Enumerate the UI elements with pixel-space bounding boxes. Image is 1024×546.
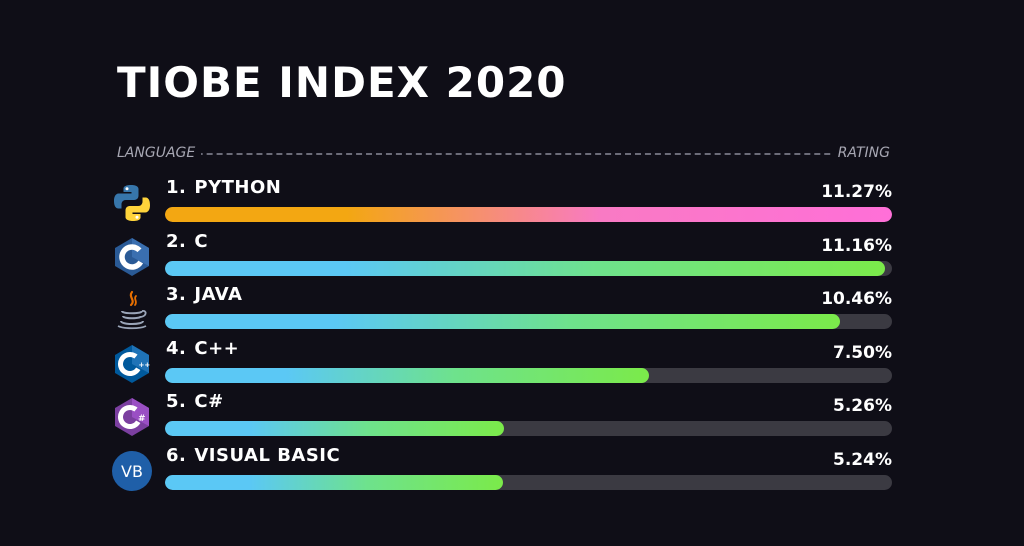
language-name: C# [194,391,224,412]
rating-value: 10.46% [821,289,892,309]
bar-fill [165,207,892,222]
python-icon [114,185,150,221]
bar-label: 4. C++ [166,338,239,360]
column-header-row: LANGUAGE RATING [117,143,890,163]
bar-track [165,474,892,490]
bar-track [165,260,892,276]
rating-value: 11.27% [821,182,892,202]
bar-row-visual-basic: VB 6. VISUAL BASIC 5.24% [110,442,892,496]
language-name: PYTHON [194,177,282,198]
rank-number: 3. [166,284,187,305]
rank-number: 4. [166,337,187,359]
bar-track [165,421,892,436]
bar-fill [165,474,504,490]
bar-fill [165,314,840,329]
visual-basic-icon: VB [112,450,152,491]
rating-value: 5.26% [833,396,892,416]
language-name: JAVA [194,284,243,305]
cpp-icon: ++ [115,344,151,383]
java-icon [117,290,147,330]
bar-row-cpp: ++ 4. C++ 7.50% [110,335,892,389]
bar-row-c: 2. C 11.16% [110,228,892,282]
language-column-header: LANGUAGE [117,143,202,163]
svg-text:#: # [138,414,146,424]
bar-fill [165,421,505,436]
bar-label: 5. C# [166,391,224,413]
bar-label: 3. JAVA [166,284,242,306]
bar-row-csharp: # 5. C# 5.26% [110,388,892,442]
bar-track [165,367,892,383]
rating-value: 11.16% [821,235,892,256]
bar-label: 6. VISUAL BASIC [166,445,340,467]
rank-number: 1. [166,177,187,198]
c-icon [115,237,149,276]
chart-title: TIOBE INDEX 2020 [117,58,567,107]
svg-text:++: ++ [139,361,151,369]
bar-track [165,207,892,222]
language-name: C [194,230,209,252]
rating-value: 5.24% [833,449,892,470]
language-name: C++ [194,337,240,359]
csharp-icon: # [115,398,149,436]
rank-number: 6. [166,444,187,466]
bar-fill [165,367,649,383]
bar-track [165,314,892,329]
header-dashed-line [117,153,890,155]
rating-value: 7.50% [833,342,892,363]
bar-row-java: 3. JAVA 10.46% [110,281,892,335]
rank-number: 2. [166,230,187,252]
rating-column-header: RATING [831,143,890,163]
language-name: VISUAL BASIC [194,444,341,466]
bar-label: 1. PYTHON [166,177,281,199]
vb-icon-text: VB [121,462,143,481]
bar-fill [165,260,885,276]
rank-number: 5. [166,391,187,412]
bar-row-python: 1. PYTHON 11.27% [110,174,892,228]
bar-label: 2. C [166,231,208,253]
bar-list: 1. PYTHON 11.27% 2. C 11.16% [110,174,892,495]
